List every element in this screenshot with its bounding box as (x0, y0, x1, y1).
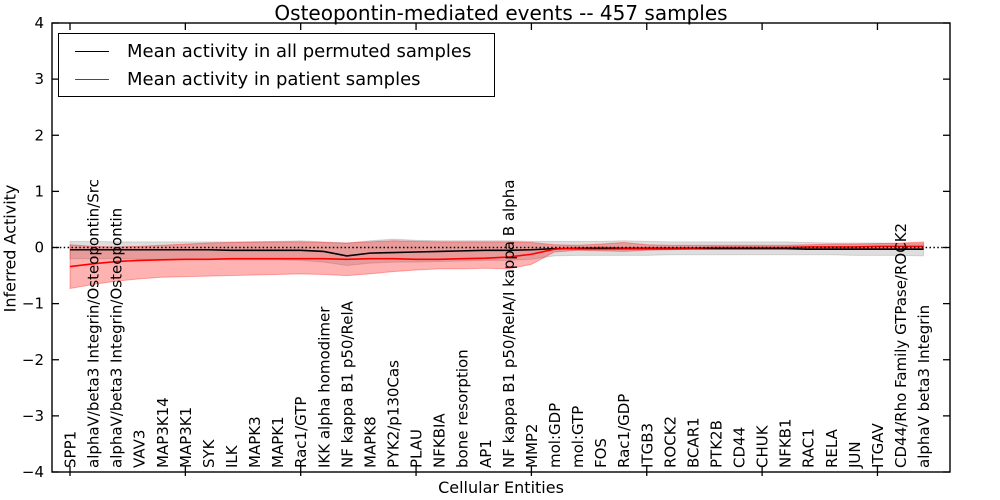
x-category-label: Rac1/GDP (615, 394, 633, 468)
y-tick-label: −1 (22, 295, 44, 313)
x-category-label: mol:GTP (569, 406, 587, 468)
x-category-label: MAPK3 (246, 416, 264, 468)
x-category-label: CD44/Rho Family GTPase/ROCK2 (892, 223, 910, 468)
x-category-label: PYK2/p130Cas (384, 360, 402, 468)
y-tick-label: −3 (22, 407, 44, 425)
permuted-mean-line (70, 247, 924, 257)
legend-label-patient: Mean activity in patient samples (127, 68, 421, 90)
y-tick-label: 3 (34, 70, 44, 88)
x-category-label: RAC1 (800, 428, 818, 468)
y-tick-label: −4 (22, 463, 44, 481)
x-category-label: mol:GDP (546, 403, 564, 468)
x-axis-title: Cellular Entities (438, 478, 564, 497)
permuted-line-swatch (75, 50, 109, 52)
x-category-label: MAP3K1 (177, 407, 195, 468)
x-category-label: alphaV/beta3 Integrin/Osteopontin/Src (85, 179, 103, 468)
x-category-label: MMP2 (523, 424, 541, 468)
legend-item-patient: Mean activity in patient samples (69, 69, 484, 90)
x-category-label: ROCK2 (661, 416, 679, 468)
y-tick-label: 0 (34, 239, 44, 257)
x-category-label: MAP3K14 (154, 397, 172, 468)
patient-line-swatch (75, 78, 109, 80)
chart-title: Osteopontin-mediated events -- 457 sampl… (274, 1, 728, 25)
y-tick-label: −2 (22, 351, 44, 369)
y-tick-label: 4 (34, 14, 44, 32)
x-category-label: MAPK1 (269, 416, 287, 468)
legend: Mean activity in all permuted samples Me… (58, 33, 495, 97)
x-category-label: ITGAV (869, 422, 887, 468)
x-category-label: PTK2B (707, 420, 725, 468)
x-category-label: SYK (200, 438, 218, 468)
x-category-label: IKK alpha homodimer (315, 306, 333, 468)
x-category-label: FOS (592, 438, 610, 468)
x-category-label: MAPK8 (361, 416, 379, 468)
y-tick-label: 1 (34, 182, 44, 200)
y-tick-label: 2 (34, 126, 44, 144)
legend-item-permuted: Mean activity in all permuted samples (69, 41, 484, 62)
x-category-label: NF kappa B1 p50/RelA (338, 300, 356, 468)
x-category-label: PLAU (408, 429, 426, 468)
x-category-label: ITGB3 (638, 423, 656, 468)
x-category-label: RELA (823, 428, 841, 468)
x-category-label: CHUK (754, 424, 772, 468)
x-category-label: bone resorption (454, 349, 472, 468)
x-category-label: SPP1 (62, 431, 80, 468)
x-category-label: AP1 (477, 439, 495, 468)
x-category-label: ILK (223, 444, 241, 468)
x-category-label: Rac1/GTP (292, 397, 310, 468)
x-category-label: NFKB1 (777, 418, 795, 468)
x-category-label: NF kappa B1 p50/RelA/I kappa B alpha (500, 180, 518, 468)
x-category-label: NFKBIA (431, 413, 449, 468)
x-category-label: JUN (846, 441, 864, 469)
x-category-label: CD44 (731, 427, 749, 468)
x-category-label: BCAR1 (684, 417, 702, 468)
legend-label-permuted: Mean activity in all permuted samples (127, 40, 472, 62)
x-category-label: alphaV/beta3 Integrin/Osteopontin (108, 208, 126, 468)
x-category-label: alphaV beta3 Integrin (915, 305, 933, 468)
x-category-label: VAV3 (131, 430, 149, 468)
